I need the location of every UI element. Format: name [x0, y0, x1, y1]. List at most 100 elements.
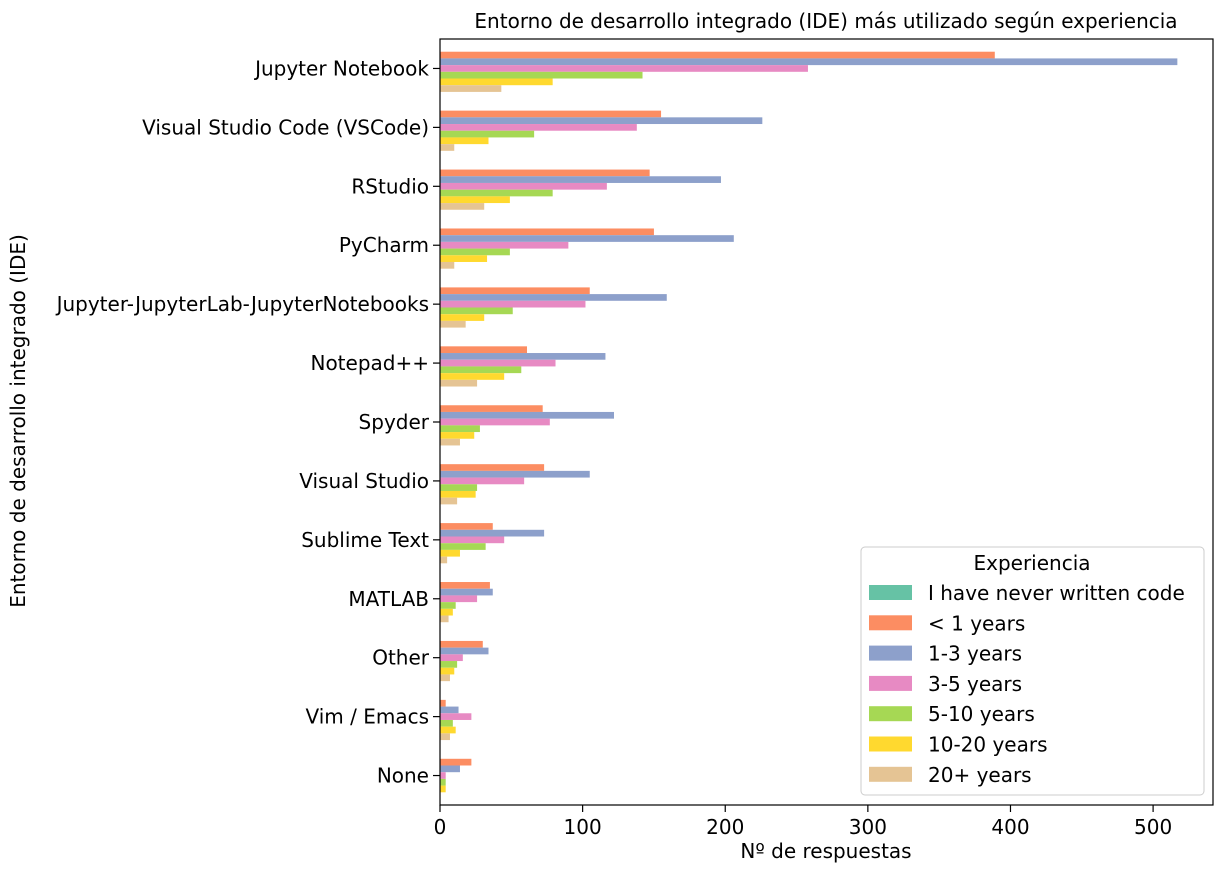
legend-entry: 1-3 years — [928, 642, 1022, 666]
bar-12-4 — [440, 778, 446, 786]
bar-12-3 — [440, 772, 446, 779]
bar-4-1 — [440, 287, 590, 295]
y-tick-label: Notepad++ — [310, 351, 429, 375]
bar-3-4 — [440, 248, 510, 256]
x-axis-title: Nº de respuestas — [740, 839, 911, 863]
bar-6-4 — [440, 425, 480, 433]
bar-8-2 — [440, 529, 545, 537]
legend: Experiencia I have never written code < 1… — [860, 546, 1205, 796]
bar-7-6 — [440, 497, 458, 505]
bar-5-1 — [440, 346, 527, 354]
legend-entry: 5-10 years — [928, 702, 1035, 726]
y-axis-title: Entorno de desarrollo integrado (IDE) — [6, 234, 30, 608]
x-tick-label: 0 — [434, 815, 447, 839]
bar-11-1 — [440, 699, 446, 707]
y-tick-label: Other — [372, 646, 430, 670]
chart-title: Entorno de desarrollo integrado (IDE) má… — [474, 9, 1177, 33]
y-tick-label: Visual Studio — [299, 469, 429, 493]
legend-entry: I have never written code — [928, 581, 1185, 605]
bar-11-5 — [440, 726, 456, 734]
bar-1-1 — [440, 110, 662, 118]
bar-11-2 — [440, 706, 459, 714]
bar-2-2 — [440, 176, 721, 183]
legend-entry: 20+ years — [928, 763, 1032, 787]
bar-6-1 — [440, 405, 543, 412]
bar-0-2 — [440, 58, 1178, 66]
legend-entry: < 1 years — [928, 611, 1025, 635]
bar-4-6 — [440, 320, 466, 328]
bar-0-5 — [440, 78, 553, 86]
bar-10-5 — [440, 667, 455, 675]
bar-3-6 — [440, 261, 455, 269]
y-tick-label: Visual Studio Code (VSCode) — [142, 115, 429, 139]
y-tick-label: Sublime Text — [301, 528, 429, 552]
legend-title: Experiencia — [973, 551, 1090, 575]
y-tick-label: Jupyter-JupyterLab-JupyterNotebooks — [55, 292, 429, 316]
x-tick-labels: 0 100 200 300 400 500 — [434, 805, 1172, 839]
bar-4-4 — [440, 307, 513, 315]
legend-swatch — [869, 615, 912, 631]
bar-4-2 — [440, 294, 667, 301]
bar-9-2 — [440, 588, 493, 596]
bar-8-1 — [440, 523, 493, 530]
y-tick-label: RStudio — [351, 174, 429, 198]
legend-swatch — [869, 675, 912, 691]
bar-10-6 — [440, 674, 450, 682]
x-tick-label: 300 — [849, 815, 887, 839]
bar-3-5 — [440, 255, 488, 262]
bar-5-5 — [440, 373, 505, 380]
bar-7-1 — [440, 464, 545, 471]
bar-7-5 — [440, 490, 476, 498]
y-tick-label: Vim / Emacs — [305, 705, 429, 729]
bar-6-2 — [440, 411, 614, 419]
bar-11-6 — [440, 733, 450, 741]
bar-4-3 — [440, 300, 586, 308]
legend-entry: 10-20 years — [928, 733, 1048, 757]
bar-10-3 — [440, 654, 463, 662]
y-tick-label: PyCharm — [339, 233, 429, 257]
bar-1-2 — [440, 117, 763, 125]
bar-9-6 — [440, 615, 449, 623]
bar-6-3 — [440, 418, 550, 426]
bar-3-2 — [440, 235, 734, 242]
bar-0-4 — [440, 71, 643, 79]
bar-4-5 — [440, 314, 485, 321]
bar-1-3 — [440, 124, 637, 131]
legend-box — [860, 546, 1205, 796]
bar-2-5 — [440, 196, 510, 204]
y-tick-label: Spyder — [359, 410, 430, 434]
bar-1-4 — [440, 130, 535, 138]
bar-3-3 — [440, 241, 569, 249]
bar-2-3 — [440, 182, 607, 190]
x-tick-label: 200 — [706, 815, 744, 839]
bar-8-3 — [440, 536, 505, 544]
bar-6-6 — [440, 438, 460, 446]
bar-2-6 — [440, 203, 485, 210]
bar-6-5 — [440, 432, 475, 439]
legend-swatch — [869, 766, 912, 782]
y-tick-label: None — [377, 764, 429, 788]
bar-0-1 — [440, 51, 995, 59]
bar-11-4 — [440, 719, 453, 727]
bar-8-5 — [440, 549, 460, 557]
bar-7-3 — [440, 477, 525, 485]
x-tick-label: 100 — [564, 815, 602, 839]
bar-7-4 — [440, 484, 478, 491]
bar-8-4 — [440, 543, 486, 550]
y-tick-label: MATLAB — [348, 587, 429, 611]
x-tick-label: 500 — [1134, 815, 1172, 839]
bar-10-1 — [440, 640, 483, 648]
bar-7-2 — [440, 470, 590, 478]
legend-swatch — [869, 585, 912, 600]
bar-12-1 — [440, 758, 472, 766]
bar-8-6 — [440, 556, 448, 564]
legend-swatch — [869, 736, 912, 752]
bar-2-1 — [440, 169, 650, 177]
bars-layer — [440, 51, 1178, 793]
bar-9-5 — [440, 608, 453, 616]
legend-swatch — [869, 706, 912, 722]
bar-9-3 — [440, 595, 478, 603]
bar-5-2 — [440, 353, 606, 360]
bar-1-5 — [440, 137, 489, 145]
